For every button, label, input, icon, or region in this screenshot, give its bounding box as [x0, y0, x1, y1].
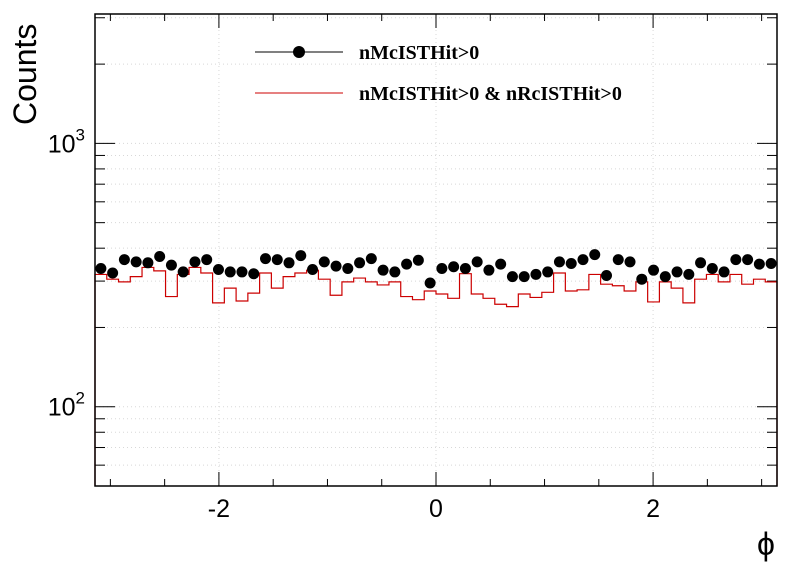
data-point [742, 254, 754, 266]
data-point [648, 264, 660, 276]
data-point [130, 256, 142, 268]
data-point [189, 256, 201, 268]
data-point [530, 268, 542, 280]
data-point [436, 262, 448, 274]
data-point [636, 273, 648, 285]
data-point [471, 256, 483, 268]
data-point [553, 256, 565, 268]
data-point [718, 266, 730, 278]
y-tick-label: 103 [48, 125, 85, 158]
data-point [706, 262, 718, 274]
data-point [518, 271, 530, 283]
y-tick-label: 102 [48, 389, 85, 422]
data-point [542, 266, 554, 278]
data-point [671, 266, 683, 278]
x-tick-label: 0 [429, 495, 443, 523]
data-point [142, 257, 154, 269]
data-point [624, 256, 636, 268]
data-point [695, 257, 707, 269]
data-point [201, 254, 213, 266]
data-point [601, 270, 612, 282]
data-point [565, 257, 577, 269]
data-point [283, 257, 295, 269]
data-point [212, 263, 224, 275]
data-point [236, 266, 248, 278]
data-point [412, 254, 424, 266]
data-point [765, 257, 777, 269]
data-point [424, 277, 436, 289]
x-tick-label: -2 [208, 495, 230, 523]
data-point [683, 268, 695, 280]
data-point [377, 264, 389, 276]
data-point [354, 257, 366, 269]
data-point [330, 260, 342, 272]
data-point [107, 267, 119, 279]
legend-label-reco: nMcISTHit>0 & nRcISTHit>0 [359, 83, 622, 105]
x-tick-label: 2 [646, 495, 660, 523]
data-point [365, 253, 377, 265]
data-point [589, 249, 601, 261]
data-point [177, 266, 189, 278]
data-point [165, 259, 177, 271]
plot-frame [94, 13, 778, 487]
data-point [506, 271, 518, 283]
data-point [730, 254, 742, 266]
data-point [307, 263, 319, 275]
legend: nMcISTHit>0 nMcISTHit>0 & nRcISTHit>0 [255, 42, 622, 105]
data-point [154, 250, 166, 262]
x-tick-labels: -2 0 2 [208, 495, 660, 523]
data-point [753, 258, 765, 270]
y-tick-labels: 102 103 [48, 125, 85, 421]
data-point [448, 261, 460, 273]
data-point [271, 254, 283, 266]
legend-marker-mc [293, 46, 305, 58]
data-point [318, 256, 330, 268]
data-point [495, 258, 507, 270]
data-point [483, 264, 495, 276]
data-point [248, 268, 260, 280]
data-point [459, 262, 471, 274]
data-point [95, 262, 107, 274]
y-axis-title: Counts [7, 24, 43, 125]
data-point [577, 254, 589, 266]
data-point [389, 266, 401, 278]
data-point [401, 258, 413, 270]
x-axis-title: ϕ [757, 526, 775, 562]
data-point [260, 253, 271, 265]
data-point [224, 266, 236, 278]
axis-ticks [95, 14, 777, 487]
legend-label-mc: nMcISTHit>0 [359, 42, 479, 64]
data-point [342, 262, 354, 274]
data-point [118, 254, 130, 266]
data-point [659, 271, 671, 283]
data-point [295, 250, 307, 262]
series-mc-points [95, 249, 777, 289]
data-point [612, 254, 624, 266]
